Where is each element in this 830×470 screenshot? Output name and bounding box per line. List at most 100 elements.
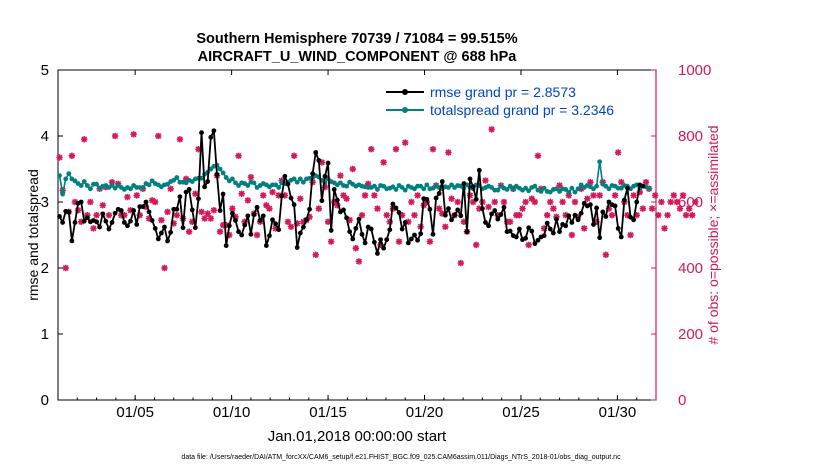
rmse-point [192,225,198,231]
obs-point-stroke [90,225,97,232]
obs-point [544,212,551,219]
obs-point [210,207,218,214]
obs-point-stroke [325,218,332,225]
spread-point [60,191,66,197]
rmse-point [149,218,155,223]
spread-point [575,186,581,192]
rmse-point [245,213,251,219]
rmse-point [288,195,294,201]
rmse-point [449,217,454,223]
rmse-point [600,209,606,215]
obs-point [448,195,455,202]
obs-point-stroke [328,238,335,245]
obs-point [361,192,369,199]
rmse-series [57,128,646,256]
obs-point-stroke [393,146,399,153]
obs-point-stroke [127,207,134,214]
obs-point [269,188,276,196]
spread-point [507,183,513,189]
obs-point-stroke [112,133,119,139]
rmse-point [72,220,78,225]
rmse-point [239,232,245,238]
obs-point [216,228,224,235]
obs-point-stroke [686,205,693,212]
spread-point [569,185,575,191]
obs-point-stroke [229,205,236,212]
rmse-point [177,194,183,200]
obs-point-stroke [559,199,566,205]
obs-point [352,245,360,252]
obs-point-stroke [680,192,686,199]
rmse-point [612,203,618,209]
rmse-point [375,251,380,256]
rmse-point [217,208,223,213]
rmse-point [501,204,507,210]
y-left-tick-label: 1 [41,326,49,343]
obs-point-stroke [402,139,409,146]
obs-point-stroke [639,205,646,212]
y-axis-right: 0 200 400 600 800 1000 [651,62,711,409]
obs-point-stroke [572,199,578,205]
obs-point-stroke [359,212,365,219]
obs-point [207,215,214,222]
rmse-point [196,196,201,202]
obs-point-stroke [624,212,631,219]
rmse-point [208,134,214,140]
rmse-point [594,205,599,211]
rmse-point [523,235,528,241]
rmse-point [279,193,285,199]
obs-point [547,198,554,206]
obs-point [164,208,171,216]
obs-point-stroke [683,212,690,219]
rmse-point [615,226,621,231]
obs-point [581,225,588,232]
spread-point [220,170,226,176]
obs-point [337,172,344,179]
obs-point [229,205,236,212]
obs-point-stroke [340,192,347,199]
y-right-tick-label: 600 [678,194,703,211]
obs-point-stroke [247,174,254,181]
rmse-point [412,232,417,238]
plot-area [56,69,699,401]
legend-spread-marker [402,107,408,113]
rmse-point [479,206,485,212]
rmse-point [199,130,204,136]
obs-point [568,231,576,239]
rmse-point [563,223,569,229]
rmse-point [378,237,383,243]
obs-point [204,210,211,217]
obs-point [287,223,295,230]
obs-point [664,212,671,219]
obs-point [408,198,415,206]
obs-point-stroke [442,223,449,230]
rmse-point [517,226,522,232]
rmse-point [362,240,368,246]
obs-point [689,212,696,219]
obs-point [124,193,131,201]
obs-point [667,198,674,206]
chart-title: Southern Hemisphere 70739 / 71084 = 99.5… [196,31,517,47]
obs-point-stroke [627,232,634,238]
rmse-point [578,210,584,216]
obs-point [673,198,681,206]
obs-point-stroke [661,225,668,232]
obs-point-stroke [68,152,75,159]
rmse-point [94,219,99,225]
obs-point-stroke [155,133,162,139]
obs-point [105,212,113,219]
rmse-point [334,197,340,203]
obs-point-stroke [124,194,131,201]
rmse-point [131,208,137,213]
rmse-point [446,206,451,212]
obs-point [192,190,199,197]
obs-point [454,198,461,206]
obs-point-stroke [430,146,436,153]
rmse-point [270,217,275,223]
rmse-point [387,227,393,233]
obs-point-stroke [664,212,671,219]
rmse-point [146,209,152,215]
obs-point [90,225,97,232]
obs-point-stroke [167,185,174,192]
obs-point [133,192,140,199]
